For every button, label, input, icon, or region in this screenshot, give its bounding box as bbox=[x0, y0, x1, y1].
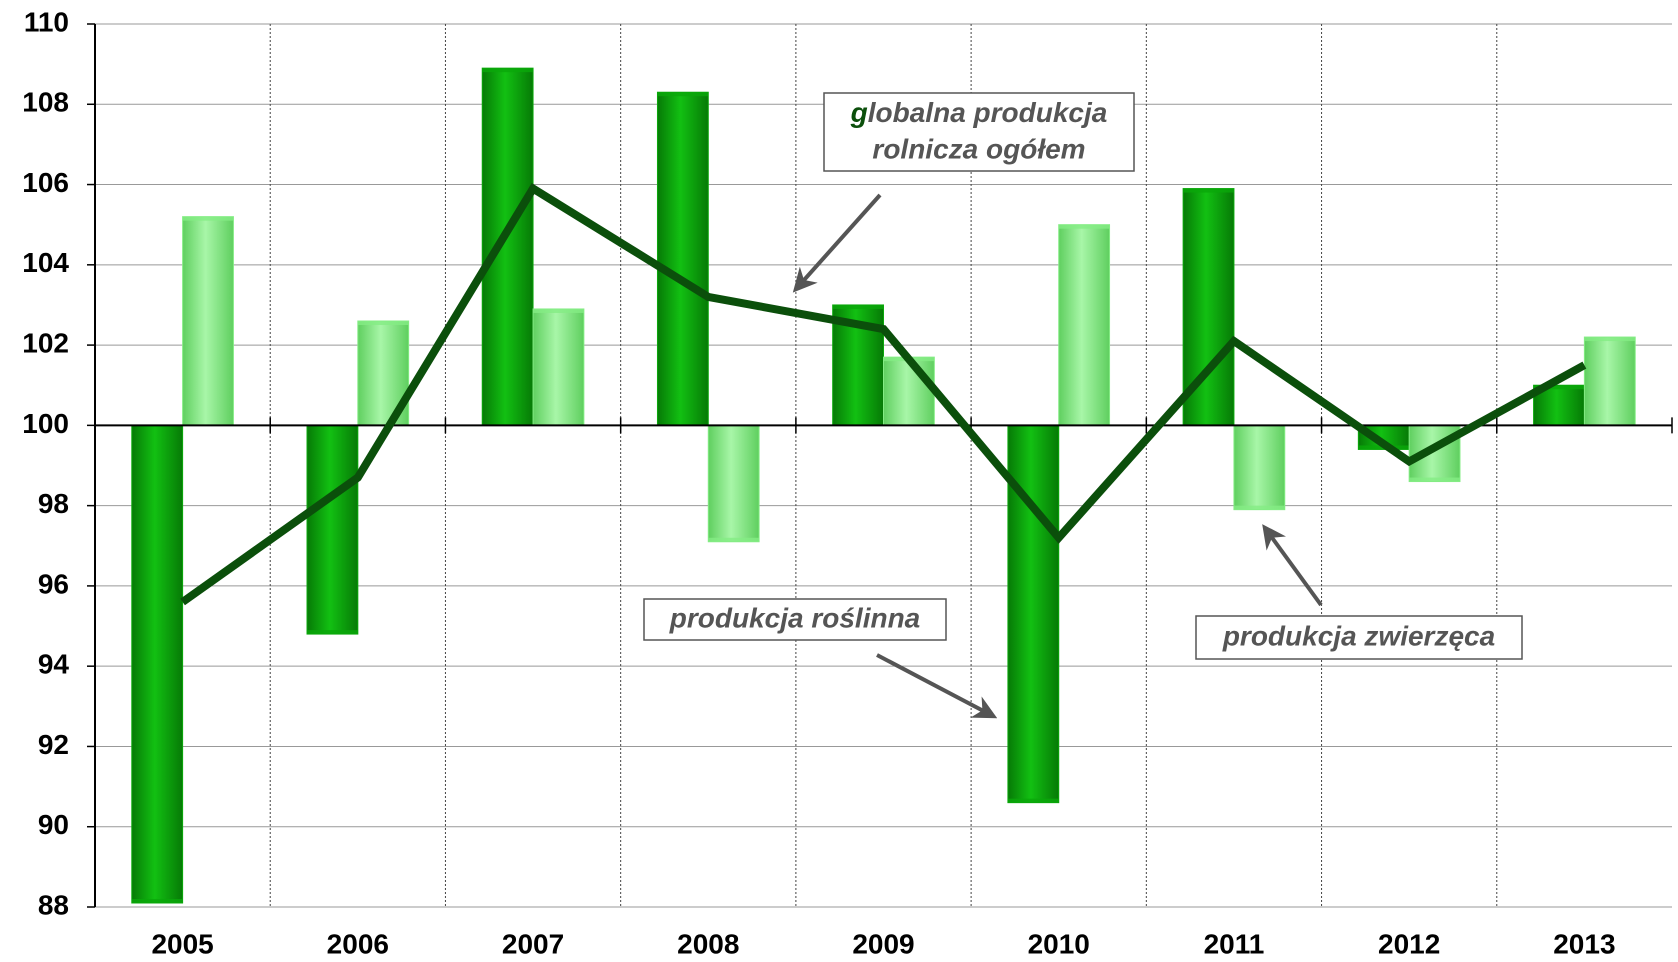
bar-cap bbox=[1183, 188, 1234, 193]
y-tick-label: 88 bbox=[38, 889, 69, 920]
bar bbox=[532, 308, 585, 426]
bar bbox=[883, 356, 935, 426]
y-tick-label: 110 bbox=[24, 6, 69, 37]
y-tick-label: 94 bbox=[38, 649, 70, 680]
x-tick-label: 2012 bbox=[1378, 928, 1440, 959]
bar bbox=[131, 424, 184, 904]
line bbox=[180, 183, 1587, 606]
annotation-box bbox=[1195, 615, 1523, 660]
annotation-box bbox=[643, 598, 947, 641]
y-tick-label: 104 bbox=[22, 247, 69, 278]
annotation-arrow bbox=[1262, 524, 1323, 607]
x-tick-label: 2007 bbox=[502, 928, 564, 959]
bar bbox=[656, 91, 709, 426]
annotation-arrow bbox=[792, 193, 882, 293]
annotation-text: produkcja zwierzęca bbox=[1222, 620, 1495, 651]
bar-cap bbox=[832, 304, 884, 309]
annotations: globalna produkcja rolnicza ogółem produ… bbox=[643, 92, 1523, 719]
bar-cap bbox=[1584, 337, 1636, 342]
y-tick-label: 98 bbox=[38, 488, 69, 519]
bar bbox=[1233, 424, 1286, 511]
y-tick-label: 92 bbox=[38, 729, 69, 760]
annotation-text: produkcja roślinna bbox=[669, 602, 921, 633]
bar bbox=[182, 216, 234, 426]
bar bbox=[707, 424, 760, 543]
bar-cap bbox=[1233, 505, 1285, 510]
marks: 2005 2006 2007 2008 2009 2010 2011 2012 2013 bbox=[94, 67, 1673, 959]
bar bbox=[306, 424, 359, 635]
y-tick-label: 108 bbox=[22, 87, 69, 118]
bar-cap bbox=[657, 92, 709, 97]
bar-cap bbox=[182, 216, 234, 221]
y-tick-label: 100 bbox=[22, 408, 69, 439]
annotation-arrow bbox=[876, 653, 998, 719]
bar-cap bbox=[533, 308, 584, 313]
x-tick-label: 2005 bbox=[151, 928, 213, 959]
bar-cap bbox=[1007, 798, 1059, 803]
x-tick-label: 2010 bbox=[1028, 928, 1090, 959]
bar-cap bbox=[1058, 224, 1110, 229]
bar-cap bbox=[131, 898, 183, 903]
annotation-text: globalna produkcja bbox=[850, 97, 1108, 128]
bar-cap bbox=[1533, 385, 1585, 390]
x-tick-label: 2013 bbox=[1553, 928, 1615, 959]
annotation-text: rolnicza ogółem bbox=[872, 133, 1085, 164]
bar-cap bbox=[307, 630, 358, 635]
x-tick-label: 2011 bbox=[1204, 928, 1265, 959]
y-tick-label: 96 bbox=[38, 568, 69, 599]
annotation-box bbox=[823, 92, 1135, 172]
x-tick-label: 2009 bbox=[852, 928, 914, 959]
bar bbox=[1058, 224, 1111, 426]
bar bbox=[481, 67, 534, 426]
bar bbox=[1583, 336, 1636, 426]
bar-cap bbox=[1409, 477, 1460, 482]
bar-cap bbox=[482, 68, 534, 73]
grid: 88 90 92 94 96 98 100 102 104 106 108 110 bbox=[22, 6, 1672, 920]
x-tick-label: 2006 bbox=[327, 928, 389, 959]
x-tick-label: 2008 bbox=[677, 928, 739, 959]
y-tick-label: 90 bbox=[38, 809, 69, 840]
bar-cap bbox=[708, 537, 760, 542]
y-tick-label: 102 bbox=[22, 327, 69, 358]
bar-cap bbox=[357, 321, 409, 326]
y-tick-label: 106 bbox=[22, 167, 69, 198]
